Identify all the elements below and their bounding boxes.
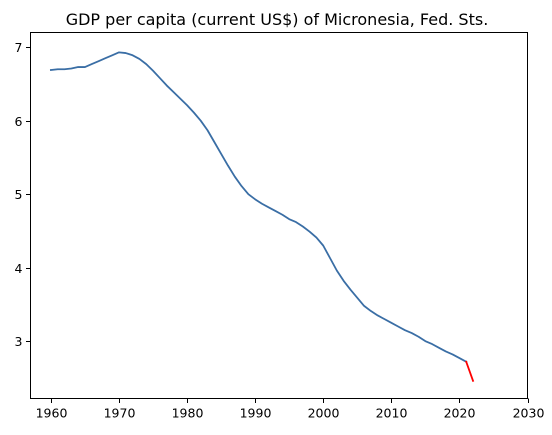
x-tick-label: 2000 [308,406,340,421]
x-tick-label: 1970 [104,406,136,421]
x-tick-label: 1960 [36,406,68,421]
x-tick-label: 2030 [513,406,545,421]
x-axis: 1960 1970 1980 1990 2000 2010 2020 2030 [36,398,545,421]
y-axis: 3 4 5 6 7 [15,40,31,349]
plot-frame [30,32,528,399]
x-tick-label: 1990 [240,406,272,421]
x-tick-label: 1980 [172,406,204,421]
y-tick-label: 4 [15,261,23,276]
y-tick-label: 7 [15,40,23,55]
y-tick-label: 3 [15,334,23,349]
series-line-0 [49,51,468,363]
chart-title: GDP per capita (current US$) of Micrones… [66,10,489,29]
y-tick-label: 6 [15,114,23,129]
x-tick-label: 2020 [444,406,476,421]
x-tick-label: 2010 [376,406,408,421]
y-tick-label: 5 [15,187,23,202]
plot-area [49,51,475,383]
series-line-1 [465,360,475,383]
